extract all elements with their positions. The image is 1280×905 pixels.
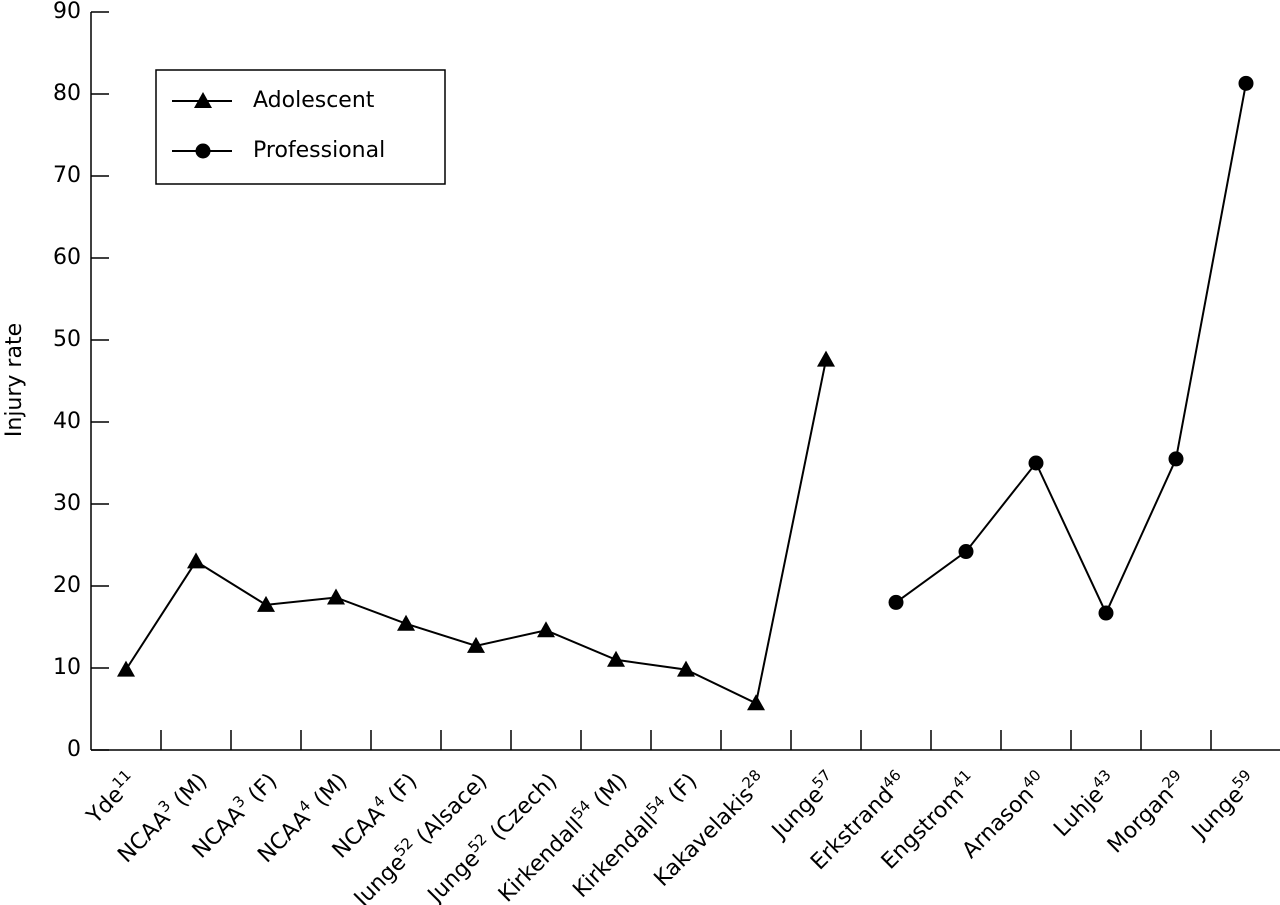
marker (397, 614, 415, 631)
x-tick-label-part: Kirkendall (568, 808, 663, 903)
x-tick-label: Kirkendall54 (F) (565, 766, 702, 903)
marker (1238, 75, 1254, 91)
y-tick-label: 10 (53, 655, 81, 680)
y-axis-label: Injury rate (2, 323, 27, 437)
y-tick-label: 40 (53, 409, 81, 434)
legend-label: Adolescent (253, 88, 375, 113)
marker (958, 544, 974, 560)
marker (187, 552, 205, 569)
marker (1028, 455, 1044, 471)
marker (1098, 605, 1114, 621)
x-tick-label: Kakavelakis28 (646, 766, 772, 892)
marker (747, 694, 765, 711)
y-tick-label: 80 (53, 81, 81, 106)
legend-label: Professional (253, 138, 385, 163)
x-tick-label-part: Arnason (958, 782, 1039, 863)
x-tick-label: Junge59 (1183, 766, 1263, 846)
marker (607, 650, 625, 667)
y-tick-label: 90 (53, 0, 81, 24)
marker (817, 350, 835, 367)
y-tick-label: 50 (53, 327, 81, 352)
y-tick-label: 70 (53, 163, 81, 188)
marker (257, 595, 275, 612)
x-tick-label-part: Morgan (1103, 782, 1179, 858)
x-tick-label: Morgan29 (1100, 766, 1193, 859)
x-tick-label: Yde11 (78, 766, 142, 830)
marker (537, 621, 555, 638)
marker (677, 660, 695, 677)
y-tick-label: 30 (53, 491, 81, 516)
series-line (895, 83, 1247, 616)
marker (327, 588, 345, 605)
y-tick-label: 0 (67, 737, 81, 762)
y-tick-label: 60 (53, 245, 81, 270)
legend-box (155, 69, 446, 185)
marker (467, 636, 485, 653)
marker (117, 660, 135, 677)
x-tick-label: Luhje43 (1046, 766, 1122, 842)
marker (1168, 451, 1184, 467)
y-tick-label: 20 (53, 573, 81, 598)
legend-marker (195, 143, 211, 159)
legend-marker (194, 92, 212, 108)
marker (888, 594, 904, 610)
